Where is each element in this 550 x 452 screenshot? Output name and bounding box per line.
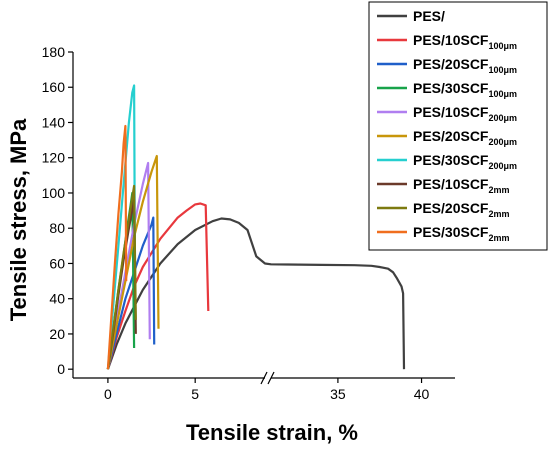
y-tick-label: 140 bbox=[42, 114, 66, 130]
y-tick-label: 120 bbox=[42, 150, 66, 166]
legend-entry-0: PES/ bbox=[413, 8, 445, 24]
series-line-6 bbox=[106, 84, 137, 370]
y-tick-label: 60 bbox=[49, 255, 65, 271]
series-line-8 bbox=[106, 184, 137, 370]
legend-entry-9: PES/30SCF2mm bbox=[413, 224, 510, 243]
y-tick-label: 40 bbox=[49, 291, 65, 307]
series-line-5 bbox=[106, 154, 160, 370]
x-tick-label: 35 bbox=[330, 386, 346, 402]
series-line-0 bbox=[106, 217, 406, 370]
y-tick-label: 100 bbox=[42, 185, 66, 201]
legend: PES/PES/10SCF100μmPES/20SCF100μmPES/30SC… bbox=[368, 1, 548, 251]
legend-box bbox=[368, 1, 548, 251]
y-tick-label: 20 bbox=[49, 326, 65, 342]
legend-entry-7: PES/10SCF2mm bbox=[413, 176, 510, 195]
axis-break-mark-0 bbox=[260, 371, 268, 385]
y-tick-label: 0 bbox=[57, 361, 65, 377]
x-tick-label: 40 bbox=[414, 386, 430, 402]
legend-entry-8: PES/20SCF2mm bbox=[413, 200, 510, 219]
series-line-1 bbox=[106, 202, 210, 370]
x-axis-label: Tensile strain, % bbox=[186, 420, 358, 445]
series-line-9 bbox=[106, 124, 128, 370]
x-tick-label: 0 bbox=[104, 386, 112, 402]
x-tick-label: 5 bbox=[191, 386, 199, 402]
y-tick-label: 180 bbox=[42, 44, 66, 60]
axis-break-mark-1 bbox=[267, 371, 275, 385]
y-tick-label: 80 bbox=[49, 220, 65, 236]
series-line-2 bbox=[106, 216, 156, 370]
y-tick-label: 160 bbox=[42, 79, 66, 95]
y-axis-label: Tensile stress, MPa bbox=[6, 118, 31, 321]
